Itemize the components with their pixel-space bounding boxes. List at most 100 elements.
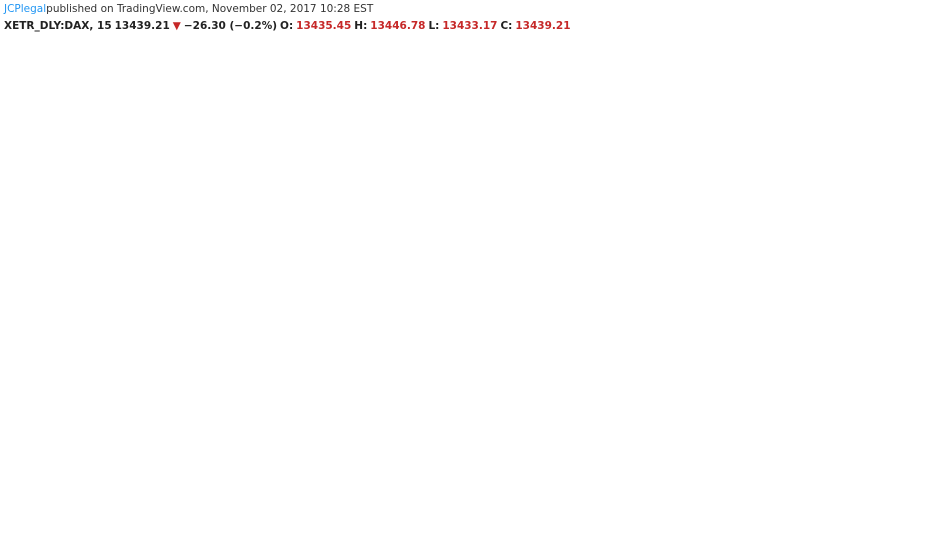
x-tick-label: 30: [423, 504, 436, 515]
plot-frame: [3, 37, 891, 497]
candle-body: [332, 411, 337, 419]
y-tick-label: 12920.00: [898, 464, 932, 474]
candle: [499, 95, 505, 110]
candle: [434, 244, 439, 257]
candle: [130, 412, 135, 435]
y-tick-label: 13040.00: [898, 379, 932, 389]
x-tick-label: 24: [189, 504, 202, 515]
candle-body: [519, 72, 525, 82]
candle: [568, 92, 573, 102]
candle-body: [479, 236, 485, 249]
candle-body: [100, 392, 105, 397]
candle-body: [32, 423, 38, 438]
candle-body: [526, 72, 532, 81]
header-text: L:: [428, 20, 440, 32]
candle: [400, 241, 405, 257]
candle: [291, 402, 297, 419]
candle: [195, 400, 201, 415]
candle-body: [348, 375, 353, 394]
candle: [21, 412, 26, 444]
candle: [383, 241, 389, 255]
candle: [464, 238, 469, 249]
candle-body: [106, 395, 111, 408]
candle: [69, 417, 74, 433]
candle: [173, 400, 179, 413]
candle: [356, 337, 361, 379]
x-tick-label: 16:00: [869, 504, 898, 515]
candle: [407, 242, 413, 262]
candle-body: [488, 127, 494, 156]
candle-body: [161, 378, 167, 395]
candle-body: [575, 90, 581, 96]
y-tick-label: 13160.00: [898, 293, 932, 303]
x-tick-label: 25: [247, 504, 260, 515]
candle-body: [168, 394, 173, 405]
candle-body: [568, 95, 573, 100]
x-tick-label: 23: [130, 504, 143, 515]
candle: [543, 88, 549, 97]
y-tick-label: 13360.00: [898, 152, 932, 162]
header-text: published on TradingView.com, November 0…: [46, 3, 374, 15]
candle-body: [483, 154, 489, 168]
candle-body: [407, 243, 413, 259]
candle-body: [400, 243, 405, 256]
candle: [533, 69, 539, 82]
y-tick-label: 13000.00: [898, 407, 932, 417]
candle: [63, 425, 68, 444]
candle: [45, 446, 50, 463]
header-text: 13439.21: [515, 20, 571, 32]
candle-body: [149, 368, 155, 384]
candle: [93, 390, 99, 403]
candle: [488, 123, 494, 158]
candle-body: [454, 242, 459, 252]
candle-body: [424, 253, 429, 262]
candle: [560, 95, 565, 103]
candle-body: [26, 423, 32, 440]
candle-body: [587, 99, 593, 104]
publish-info: JCPlegalpublished on TradingView.com, No…: [4, 3, 373, 15]
candle: [161, 375, 167, 398]
candle-body: [69, 419, 74, 429]
candle: [575, 88, 581, 99]
grid: [4, 38, 890, 496]
last-price-box: [893, 92, 931, 109]
x-tick-label: 20: [71, 504, 84, 515]
x-tick-label: 26: [306, 504, 319, 515]
candle: [243, 392, 249, 406]
candle-body: [130, 415, 135, 433]
header-text: 13439.21: [114, 20, 170, 32]
candle-body: [45, 450, 50, 458]
candle-body: [188, 405, 193, 414]
candle-body: [15, 382, 21, 415]
candle-body: [299, 415, 305, 446]
candle: [9, 371, 15, 386]
candle-body: [51, 447, 57, 458]
candle: [471, 232, 477, 249]
candle-body: [75, 375, 81, 381]
candle-body: [339, 392, 345, 412]
candle: [188, 404, 193, 416]
candle: [299, 414, 305, 450]
candle: [332, 408, 337, 422]
footer-brand: TradingView: [76, 527, 143, 540]
header-text: XETR_DLY:DAX, 15: [4, 20, 112, 32]
candle: [137, 397, 143, 419]
candle: [100, 385, 105, 398]
candle: [155, 367, 161, 384]
candle-body: [291, 403, 297, 416]
candle-body: [212, 389, 217, 395]
candle-body: [173, 403, 179, 409]
candle-body: [137, 399, 143, 416]
logo-icon: [54, 529, 73, 539]
candle-body: [155, 368, 161, 380]
candle-body: [551, 93, 557, 98]
candle-body: [21, 413, 26, 440]
candle: [551, 92, 557, 100]
footer-created: Created with: [6, 528, 73, 540]
candle: [203, 387, 209, 406]
candle-body: [464, 242, 469, 246]
candle: [391, 246, 397, 260]
candle: [587, 94, 593, 105]
